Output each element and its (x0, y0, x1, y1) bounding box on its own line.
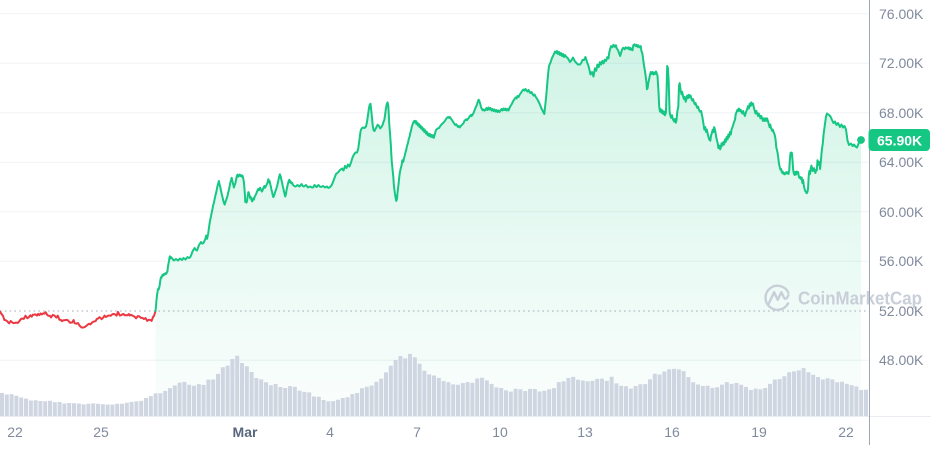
svg-text:22: 22 (7, 424, 23, 440)
svg-text:60.00K: 60.00K (879, 204, 924, 220)
svg-text:CoinMarketCap: CoinMarketCap (798, 289, 922, 309)
svg-text:7: 7 (413, 424, 421, 440)
svg-text:25: 25 (93, 424, 109, 440)
svg-text:76.00K: 76.00K (879, 6, 924, 22)
svg-text:64.00K: 64.00K (879, 154, 924, 170)
svg-text:16: 16 (664, 424, 680, 440)
svg-text:72.00K: 72.00K (879, 55, 924, 71)
svg-text:10: 10 (492, 424, 508, 440)
svg-text:56.00K: 56.00K (879, 253, 924, 269)
svg-text:4: 4 (326, 424, 334, 440)
svg-text:Mar: Mar (233, 424, 258, 440)
svg-text:68.00K: 68.00K (879, 105, 924, 121)
svg-text:48.00K: 48.00K (879, 352, 924, 368)
svg-text:65.90K: 65.90K (877, 133, 922, 149)
svg-text:19: 19 (751, 424, 767, 440)
svg-text:22: 22 (838, 424, 854, 440)
svg-text:52.00K: 52.00K (879, 303, 924, 319)
svg-text:13: 13 (577, 424, 593, 440)
